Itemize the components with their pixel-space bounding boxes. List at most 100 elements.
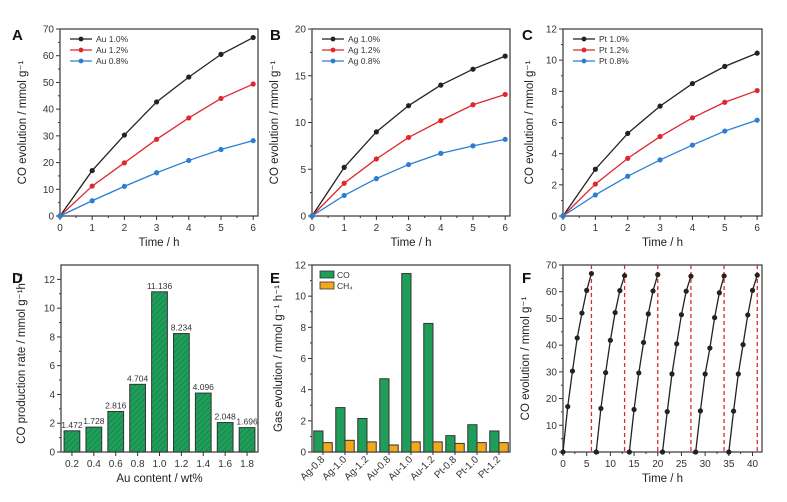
bar-ch4	[322, 442, 333, 453]
legend-swatch	[319, 281, 335, 290]
x-tick-label: 1	[89, 223, 95, 234]
cycle-line	[728, 274, 758, 453]
data-point	[121, 160, 127, 166]
x-tick-label: 4	[690, 223, 696, 234]
data-point	[669, 371, 675, 377]
x-axis-label: Time / h	[642, 473, 683, 485]
y-tick-label: 0	[551, 448, 557, 459]
y-tick-label: 2	[551, 180, 557, 191]
data-point	[664, 409, 670, 415]
data-point	[560, 449, 566, 455]
y-tick-label: 20	[546, 394, 558, 405]
x-tick-label: 5	[584, 459, 590, 470]
bar	[216, 422, 234, 453]
data-point	[625, 130, 631, 137]
data-point	[57, 213, 63, 219]
data-point	[722, 99, 728, 105]
x-tick-label: 0.8	[131, 459, 145, 470]
legend-marker	[330, 47, 336, 53]
data-point	[607, 337, 613, 343]
legend-marker	[581, 47, 587, 53]
y-tick-label: 0	[48, 212, 54, 223]
legend-label: CH₄	[337, 281, 353, 291]
data-point	[735, 371, 741, 377]
data-point	[565, 403, 571, 410]
x-tick-label: 2	[625, 223, 631, 234]
data-point	[754, 87, 760, 94]
bar-co	[335, 407, 346, 453]
x-axis-label: Time / h	[138, 237, 179, 249]
data-point	[584, 287, 590, 293]
bar	[173, 333, 190, 453]
data-point	[674, 341, 680, 347]
y-tick-label: 0	[300, 448, 306, 459]
x-tick-label: 3	[406, 223, 412, 234]
bar-co	[423, 322, 434, 453]
data-point	[186, 157, 192, 164]
y-tick-label: 0	[49, 448, 55, 459]
bar-ch4	[476, 442, 487, 453]
data-point	[740, 342, 746, 348]
y-axis-label: CO evolution / mmol g⁻¹	[269, 61, 281, 185]
chart-panel-d: 0 2 4 6 8 10 12 CO production rate / mmol g⁻¹h⁻…	[16, 264, 259, 485]
bar	[238, 427, 256, 453]
x-tick-label: 25	[676, 459, 688, 470]
data-point	[250, 34, 256, 41]
x-tick-label: 0.6	[109, 459, 123, 470]
y-tick-label: 6	[49, 361, 55, 372]
panel-label: D	[12, 270, 23, 287]
x-tick-label: 30	[700, 459, 712, 470]
legend-label: Pt 0.8%	[599, 56, 629, 66]
y-tick-label: 10	[546, 421, 558, 432]
x-tick-label: 35	[723, 459, 735, 470]
y-tick-label: 12	[546, 25, 558, 36]
data-point	[749, 287, 756, 293]
data-point	[593, 449, 599, 455]
y-tick-label: 20	[295, 25, 307, 36]
x-tick-label: 3	[154, 223, 160, 234]
data-label: 1.472	[61, 420, 83, 430]
bar-ch4	[388, 444, 399, 453]
data-label: 2.816	[105, 400, 127, 410]
y-tick-label: 4	[551, 149, 557, 160]
data-point	[754, 117, 760, 123]
x-tick-label: 0	[57, 223, 63, 234]
legend-label: Au 0.8%	[96, 56, 129, 66]
y-tick-label: 15	[295, 71, 307, 82]
cycle-line	[562, 273, 593, 453]
y-tick-label: 6	[551, 118, 557, 129]
y-tick-label: 8	[49, 332, 55, 343]
data-point	[625, 155, 631, 161]
y-tick-label: 4	[49, 390, 55, 401]
bar	[151, 291, 168, 453]
y-tick-label: 70	[546, 261, 558, 272]
x-tick-label: 1	[341, 223, 347, 234]
legend-label: Ag 1.2%	[348, 45, 381, 55]
data-point	[470, 102, 476, 108]
data-point	[592, 181, 598, 187]
data-point	[569, 368, 576, 374]
y-axis-label: Gas evolution / mmol g⁻¹ h⁻¹	[273, 285, 285, 432]
x-tick-label: 1	[593, 223, 599, 234]
data-point	[588, 270, 595, 277]
data-label: 11.136	[147, 281, 173, 291]
bar	[194, 392, 212, 453]
data-point	[707, 345, 713, 351]
data-label: 1.728	[83, 416, 105, 426]
data-point	[702, 371, 708, 377]
data-point	[617, 288, 623, 294]
data-point	[405, 134, 412, 141]
legend-marker	[581, 58, 587, 64]
x-tick-label: 4	[438, 223, 444, 234]
data-point	[592, 166, 598, 172]
y-tick-label: 10	[295, 118, 307, 129]
panel-label: C	[522, 27, 533, 44]
data-point	[745, 312, 751, 318]
data-point	[722, 128, 728, 134]
data-point	[657, 133, 663, 140]
bar-co	[467, 424, 478, 453]
data-point	[89, 198, 95, 204]
